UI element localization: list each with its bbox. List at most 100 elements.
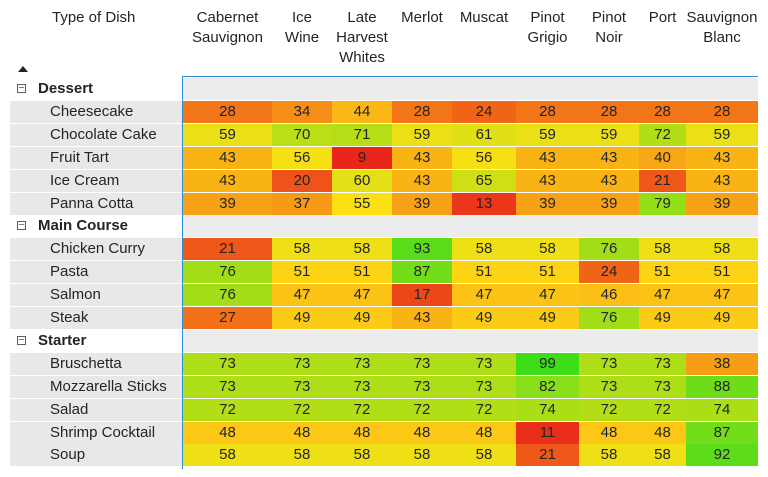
heatmap-cell[interactable]: 93 <box>392 238 452 261</box>
heatmap-cell[interactable]: 87 <box>392 261 452 284</box>
heatmap-cell[interactable]: 73 <box>332 375 392 398</box>
heatmap-cell[interactable]: 51 <box>516 261 579 284</box>
heatmap-cell[interactable]: 47 <box>639 284 686 307</box>
heatmap-cell[interactable]: 43 <box>686 169 758 192</box>
heatmap-cell[interactable]: 59 <box>183 123 272 146</box>
heatmap-cell[interactable]: 51 <box>272 261 332 284</box>
heatmap-cell[interactable]: 48 <box>579 421 639 444</box>
heatmap-cell[interactable]: 24 <box>452 100 516 123</box>
heatmap-cell[interactable]: 72 <box>272 398 332 421</box>
heatmap-cell[interactable]: 70 <box>272 123 332 146</box>
heatmap-cell[interactable]: 58 <box>579 444 639 467</box>
column-header[interactable]: Muscat <box>459 9 509 26</box>
row-label[interactable]: Ice Cream <box>10 169 182 192</box>
heatmap-cell[interactable]: 58 <box>452 444 516 467</box>
column-header[interactable]: Pinot Grigio <box>527 9 568 46</box>
heatmap-cell[interactable]: 56 <box>272 146 332 169</box>
heatmap-cell[interactable]: 43 <box>392 307 452 329</box>
heatmap-cell[interactable]: 56 <box>452 146 516 169</box>
heatmap-cell[interactable]: 76 <box>579 307 639 329</box>
heatmap-cell[interactable]: 48 <box>452 421 516 444</box>
heatmap-cell[interactable]: 88 <box>686 375 758 398</box>
heatmap-cell[interactable]: 43 <box>516 169 579 192</box>
heatmap-cell[interactable]: 59 <box>392 123 452 146</box>
heatmap-cell[interactable]: 28 <box>392 100 452 123</box>
column-header[interactable]: Late Harvest Whites <box>336 9 388 66</box>
heatmap-cell[interactable]: 47 <box>332 284 392 307</box>
row-label[interactable]: Pasta <box>10 261 182 284</box>
heatmap-cell[interactable]: 9 <box>332 146 392 169</box>
heatmap-cell[interactable]: 72 <box>452 398 516 421</box>
heatmap-cell[interactable]: 51 <box>686 261 758 284</box>
heatmap-cell[interactable]: 58 <box>272 444 332 467</box>
row-label[interactable]: Shrimp Cocktail <box>10 421 182 444</box>
heatmap-cell[interactable]: 73 <box>392 352 452 375</box>
heatmap-cell[interactable]: 73 <box>579 375 639 398</box>
heatmap-cell[interactable]: 43 <box>579 146 639 169</box>
heatmap-cell[interactable]: 48 <box>332 421 392 444</box>
heatmap-cell[interactable]: 43 <box>392 169 452 192</box>
heatmap-cell[interactable]: 72 <box>639 123 686 146</box>
heatmap-cell[interactable]: 58 <box>332 444 392 467</box>
column-header[interactable]: Sauvignon Blanc <box>686 9 758 46</box>
heatmap-cell[interactable]: 58 <box>516 238 579 261</box>
heatmap-cell[interactable]: 43 <box>183 146 272 169</box>
column-header[interactable]: Ice Wine <box>284 9 320 46</box>
heatmap-cell[interactable]: 28 <box>183 100 272 123</box>
row-label[interactable]: Cheesecake <box>10 100 182 123</box>
heatmap-cell[interactable]: 37 <box>272 192 332 215</box>
heatmap-cell[interactable]: 76 <box>183 284 272 307</box>
heatmap-cell[interactable]: 39 <box>579 192 639 215</box>
heatmap-cell[interactable]: 58 <box>639 444 686 467</box>
heatmap-cell[interactable]: 72 <box>639 398 686 421</box>
heatmap-cell[interactable]: 27 <box>183 307 272 329</box>
heatmap-cell[interactable]: 58 <box>686 238 758 261</box>
heatmap-cell[interactable]: 71 <box>332 123 392 146</box>
heatmap-cell[interactable]: 21 <box>183 238 272 261</box>
heatmap-cell[interactable]: 65 <box>452 169 516 192</box>
row-label[interactable]: Soup <box>10 444 182 467</box>
heatmap-cell[interactable]: 49 <box>516 307 579 329</box>
heatmap-cell[interactable]: 43 <box>579 169 639 192</box>
heatmap-cell[interactable]: 49 <box>332 307 392 329</box>
heatmap-cell[interactable]: 79 <box>639 192 686 215</box>
heatmap-cell[interactable]: 73 <box>272 375 332 398</box>
heatmap-cell[interactable]: 38 <box>686 352 758 375</box>
heatmap-cell[interactable]: 73 <box>183 375 272 398</box>
heatmap-cell[interactable]: 60 <box>332 169 392 192</box>
heatmap-cell[interactable]: 28 <box>639 100 686 123</box>
heatmap-cell[interactable]: 39 <box>686 192 758 215</box>
heatmap-cell[interactable]: 51 <box>639 261 686 284</box>
heatmap-cell[interactable]: 43 <box>686 146 758 169</box>
heatmap-cell[interactable]: 73 <box>579 352 639 375</box>
row-label[interactable]: Fruit Tart <box>10 146 182 169</box>
heatmap-cell[interactable]: 24 <box>579 261 639 284</box>
heatmap-cell[interactable]: 59 <box>686 123 758 146</box>
collapse-icon[interactable]: − <box>17 333 26 346</box>
column-header[interactable]: Port <box>648 9 677 26</box>
heatmap-cell[interactable]: 87 <box>686 421 758 444</box>
column-header[interactable]: Cabernet Sauvignon <box>192 9 263 46</box>
heatmap-cell[interactable]: 40 <box>639 146 686 169</box>
row-label[interactable]: Salad <box>10 398 182 421</box>
heatmap-cell[interactable]: 47 <box>516 284 579 307</box>
heatmap-cell[interactable]: 39 <box>183 192 272 215</box>
heatmap-cell[interactable]: 58 <box>332 238 392 261</box>
heatmap-cell[interactable]: 11 <box>516 421 579 444</box>
row-label[interactable]: Bruschetta <box>10 352 182 375</box>
heatmap-cell[interactable]: 74 <box>516 398 579 421</box>
heatmap-cell[interactable]: 47 <box>686 284 758 307</box>
heatmap-cell[interactable]: 49 <box>452 307 516 329</box>
heatmap-cell[interactable]: 21 <box>516 444 579 467</box>
heatmap-cell[interactable]: 21 <box>639 169 686 192</box>
heatmap-cell[interactable]: 73 <box>392 375 452 398</box>
heatmap-cell[interactable]: 28 <box>516 100 579 123</box>
row-label[interactable]: Panna Cotta <box>10 192 182 215</box>
heatmap-cell[interactable]: 76 <box>579 238 639 261</box>
heatmap-cell[interactable]: 72 <box>392 398 452 421</box>
heatmap-cell[interactable]: 43 <box>392 146 452 169</box>
column-header[interactable]: Merlot <box>401 9 443 26</box>
heatmap-cell[interactable]: 72 <box>183 398 272 421</box>
row-label[interactable]: Chicken Curry <box>10 238 182 261</box>
row-label[interactable]: Mozzarella Sticks <box>10 375 182 398</box>
